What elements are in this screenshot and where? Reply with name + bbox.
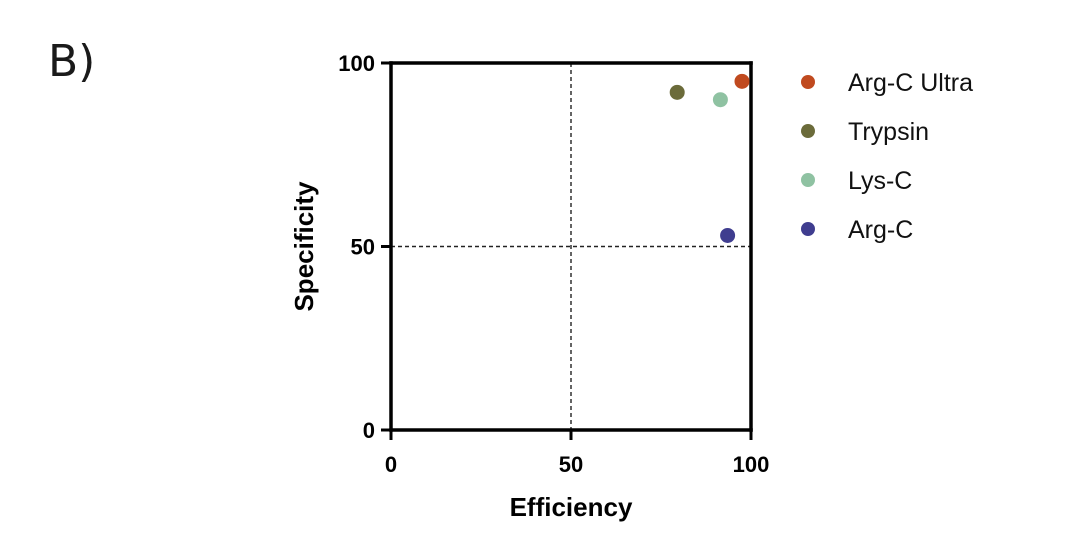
y-tick-label: 0	[363, 418, 375, 443]
data-point	[720, 227, 736, 243]
y-tick-label: 50	[351, 235, 375, 260]
y-tick-label: 100	[338, 51, 375, 76]
x-axis-title: Efficiency	[510, 492, 633, 522]
y-axis-title: Specificity	[289, 181, 319, 312]
legend-marker	[801, 173, 815, 187]
data-point	[669, 84, 685, 100]
legend-label: Arg-C	[848, 216, 913, 244]
legend-marker	[801, 222, 815, 236]
x-tick-label: 50	[559, 452, 583, 477]
data-point	[734, 73, 750, 89]
legend-marker	[801, 124, 815, 138]
panel-label: B)	[48, 36, 96, 87]
reference-lines	[391, 63, 751, 430]
legend-label: Trypsin	[848, 118, 929, 146]
legend: Arg-C Ultra Trypsin Lys-C Arg-C	[801, 69, 973, 244]
x-tick-label: 0	[385, 452, 397, 477]
legend-label: Arg-C Ultra	[848, 69, 973, 97]
data-points	[669, 73, 750, 243]
legend-label: Lys-C	[848, 167, 912, 195]
data-point	[712, 92, 728, 108]
x-tick-label: 100	[733, 452, 770, 477]
legend-marker	[801, 75, 815, 89]
ticks: 0 50 100 0 50 100	[338, 51, 769, 477]
